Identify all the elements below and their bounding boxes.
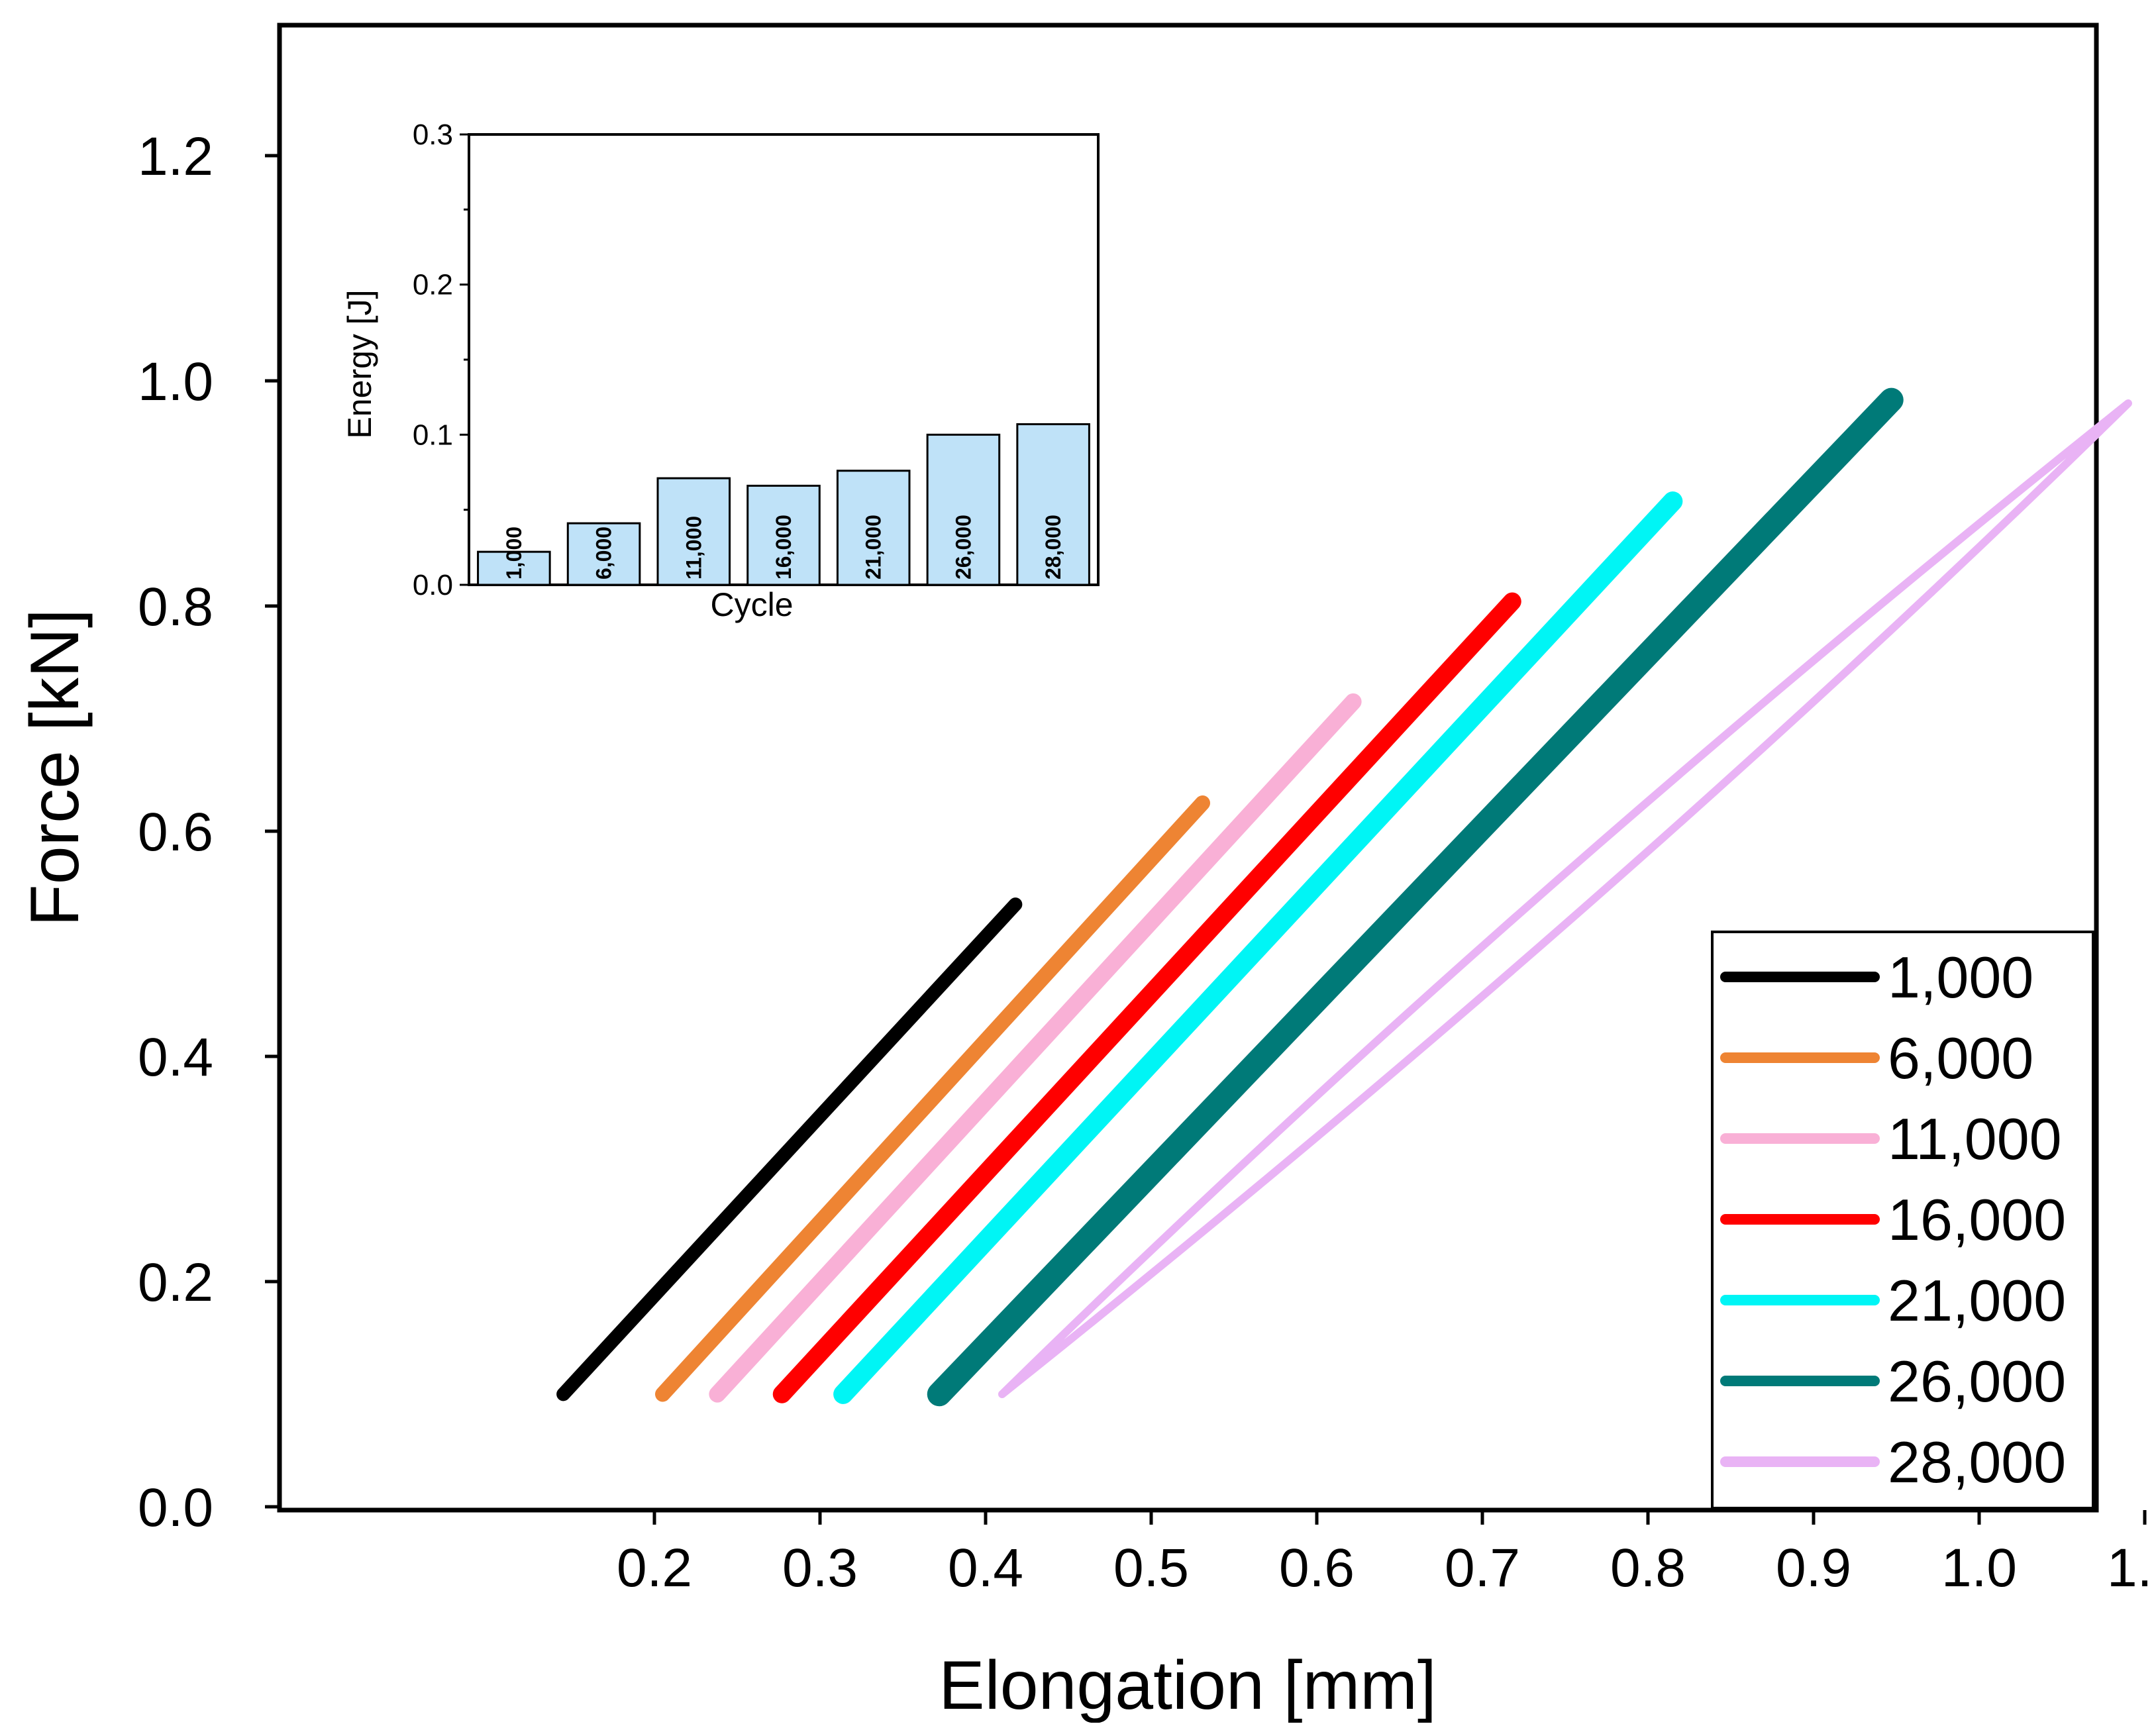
main-y-tick-label: 0.2 (138, 1252, 213, 1313)
series-line-28000 (998, 399, 2132, 1398)
main-x-tick-label: 1.1 (2107, 1538, 2156, 1598)
main-x-tick-label: 1.0 (1941, 1538, 2017, 1598)
main-x-tick-label: 0.3 (782, 1538, 858, 1598)
inset-bar-label: 11,000 (682, 516, 705, 580)
inset-bar-label: 1,000 (502, 527, 526, 580)
main-y-axis-title: Force [kN] (17, 609, 93, 927)
inset-y-axis-title: Energy [J] (341, 289, 378, 438)
inset-y-tick-label: 0.1 (413, 419, 453, 451)
main-y-tick-label: 0.0 (138, 1478, 213, 1538)
main-x-tick-label: 0.8 (1610, 1538, 1686, 1598)
inset-bar-26000 (926, 433, 1001, 586)
legend-label-26000: 26,000 (1888, 1348, 2066, 1414)
inset-bar-label: 28,000 (1041, 515, 1065, 580)
inset-bar-1000 (477, 550, 551, 586)
series-line-11000 (709, 693, 1362, 1403)
legend-label-28000: 28,000 (1888, 1429, 2066, 1495)
main-x-axis-title: Elongation [mm] (939, 1647, 1436, 1723)
main-x-tick-label: 0.5 (1113, 1538, 1189, 1598)
inset-energy-chart: 0.0 0.1 0.2 0.3 1,000 6,000 11,000 16,000 21,00… (341, 119, 1100, 623)
inset-y-tick-label: 0.0 (413, 569, 453, 601)
series-line-6000 (655, 795, 1210, 1402)
main-x-tick-label: 0.4 (948, 1538, 1023, 1598)
inset-bar-6000 (566, 522, 641, 586)
series-line-26000 (927, 387, 1904, 1407)
inset-bar-label: 21,000 (862, 515, 886, 580)
main-y-tick-label: 1.0 (138, 352, 213, 412)
legend-label-1000: 1,000 (1888, 944, 2033, 1010)
legend-label-21000: 21,000 (1888, 1268, 2066, 1333)
inset-bar-28000 (1016, 423, 1090, 586)
main-x-tick-label: 0.7 (1445, 1538, 1520, 1598)
inset-bar-label: 6,000 (592, 527, 616, 580)
inset-bar-label: 26,000 (951, 515, 975, 580)
main-y-tick-label: 0.6 (138, 802, 213, 862)
inset-bar-21000 (836, 470, 911, 586)
inset-x-axis-title: Cycle (710, 586, 793, 623)
legend-label-11000: 11,000 (1888, 1106, 2062, 1172)
main-x-ticks: 0.20.30.40.50.60.70.80.91.01.11.2 (617, 1510, 2156, 1598)
series-line-1000 (556, 897, 1023, 1401)
inset-y-ticks: 0.0 0.1 0.2 0.3 (413, 119, 469, 601)
main-plot-frame (277, 23, 2099, 1513)
main-x-tick-label: 0.9 (1776, 1538, 1851, 1598)
inset-bar-label: 16,000 (772, 515, 796, 580)
main-y-ticks: 0.0 0.2 0.4 0.6 0.8 1.0 1.2 (138, 127, 280, 1538)
series-line-21000 (833, 491, 1683, 1404)
legend-label-6000: 6,000 (1888, 1025, 2033, 1091)
inset-y-tick-label: 0.2 (413, 269, 453, 301)
inset-bar-16000 (746, 484, 821, 586)
inset-bar-11000 (656, 477, 731, 586)
main-x-tick-label: 0.2 (617, 1538, 692, 1598)
legend-items: 1,000 6,000 11,000 16,000 21,000 26,000 28,000 (1720, 944, 2066, 1495)
inset-bars: 1,000 6,000 11,000 16,000 21,000 26,000 28,000 (477, 423, 1090, 586)
inset-y-tick-label: 0.3 (413, 119, 453, 151)
legend-label-16000: 16,000 (1888, 1187, 2066, 1252)
main-y-tick-label: 0.4 (138, 1027, 213, 1088)
main-y-tick-label: 1.2 (138, 127, 213, 187)
series-line-16000 (772, 592, 1521, 1403)
main-y-tick-label: 0.8 (138, 577, 213, 637)
main-x-tick-label: 0.6 (1279, 1538, 1355, 1598)
main-series-group (556, 387, 2132, 1407)
